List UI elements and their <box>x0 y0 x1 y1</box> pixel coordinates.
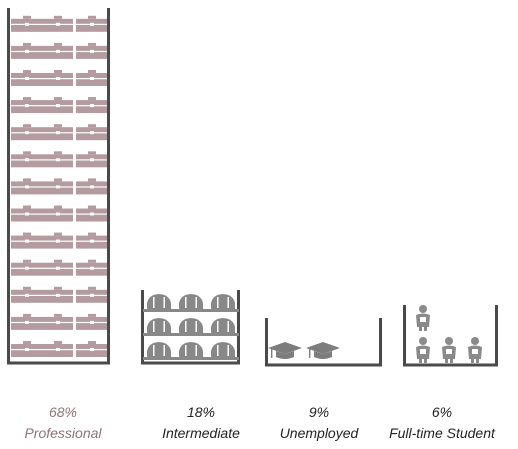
briefcase-icon <box>76 313 107 330</box>
hard-hat-icon <box>207 342 239 360</box>
graduation-cap-icon <box>306 342 340 359</box>
container-intermediate <box>141 290 240 365</box>
percent-full-time-student: 6% <box>431 404 453 420</box>
label-unemployed: 9% Unemployed <box>259 402 379 444</box>
briefcase-icon <box>76 42 107 59</box>
briefcase-icon <box>76 341 107 357</box>
hard-hat-icon <box>175 342 207 360</box>
student-icon <box>416 305 430 331</box>
briefcase-icon <box>76 151 107 168</box>
briefcase-icon <box>11 97 42 114</box>
percent-unemployed: 9% <box>308 404 330 420</box>
hard-hat-icon <box>175 294 207 312</box>
percent-intermediate: 18% <box>186 404 216 420</box>
briefcase-icon <box>42 313 73 330</box>
hard-hat-icon <box>175 318 207 336</box>
briefcase-icon <box>11 286 42 303</box>
briefcase-icon <box>42 286 73 303</box>
briefcase-icon <box>76 259 107 276</box>
category-unemployed: Unemployed <box>279 425 359 441</box>
briefcase-icon <box>76 205 107 222</box>
briefcase-icon <box>76 178 107 195</box>
briefcase-icon <box>11 178 42 195</box>
container-full-time-student <box>403 305 498 367</box>
student-icon <box>442 337 456 363</box>
graduation-cap-icon <box>268 342 302 359</box>
hard-hat-icon <box>207 294 239 312</box>
briefcase-icon <box>42 97 73 114</box>
briefcase-icon <box>76 124 107 141</box>
briefcase-icon <box>11 15 42 32</box>
label-professional: 68% Professional <box>3 402 123 444</box>
briefcase-icon <box>42 151 73 168</box>
percent-professional: 68% <box>48 404 78 420</box>
briefcase-icon <box>42 259 73 276</box>
briefcase-icon <box>11 313 42 330</box>
briefcase-icon <box>42 15 73 32</box>
briefcase-icon <box>11 151 42 168</box>
briefcase-icon <box>42 70 73 86</box>
briefcase-icon <box>42 178 73 195</box>
label-intermediate: 18% Intermediate <box>141 402 261 444</box>
category-full-time-student: Full-time Student <box>389 425 495 441</box>
briefcase-icon <box>42 341 73 357</box>
briefcase-icon <box>76 70 107 86</box>
briefcase-icon <box>11 124 42 141</box>
hard-hat-icon <box>207 318 239 336</box>
student-icon <box>468 337 482 363</box>
hard-hat-icon <box>143 318 175 336</box>
briefcase-icon <box>11 205 42 222</box>
briefcase-icon <box>11 232 42 249</box>
briefcase-icon <box>42 42 73 59</box>
container-unemployed <box>265 318 382 367</box>
briefcase-icon <box>11 259 42 276</box>
briefcase-icon <box>11 42 42 59</box>
briefcase-icon <box>42 205 73 222</box>
briefcase-icon <box>76 97 107 114</box>
briefcase-icon <box>76 15 107 32</box>
category-intermediate: Intermediate <box>162 425 240 441</box>
briefcase-icon <box>42 232 73 249</box>
briefcase-icon <box>42 124 73 141</box>
student-icon <box>416 337 430 363</box>
hard-hat-icon <box>143 342 175 360</box>
container-professional <box>7 8 110 365</box>
category-professional: Professional <box>24 425 102 441</box>
briefcase-icon <box>11 341 42 357</box>
briefcase-icon <box>76 286 107 303</box>
briefcase-icon <box>11 70 42 86</box>
label-full-time-student: 6% Full-time Student <box>382 402 502 444</box>
briefcase-icon <box>76 232 107 249</box>
hard-hat-icon <box>143 294 175 312</box>
